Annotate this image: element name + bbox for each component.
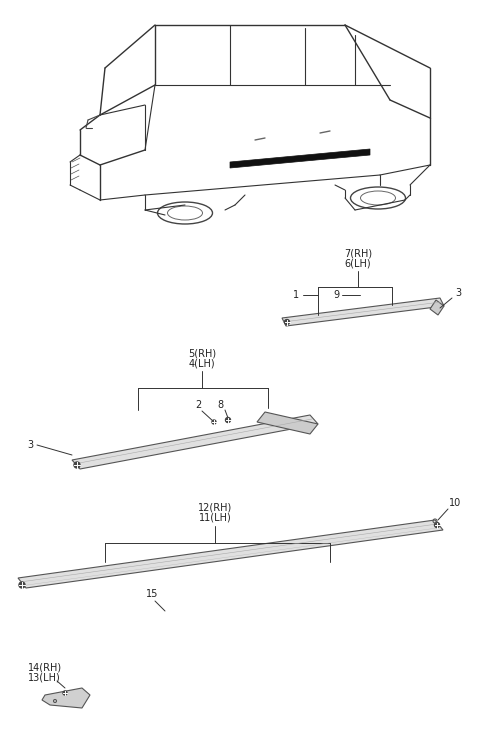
Text: 1: 1 [293, 290, 299, 300]
Text: 5(RH): 5(RH) [188, 348, 216, 358]
Circle shape [19, 582, 25, 588]
Polygon shape [257, 412, 318, 434]
Circle shape [434, 522, 440, 528]
Text: 7(RH): 7(RH) [344, 248, 372, 258]
Text: 9: 9 [333, 290, 339, 300]
Text: 3: 3 [455, 288, 461, 298]
Circle shape [285, 319, 289, 325]
Polygon shape [18, 520, 443, 588]
Circle shape [74, 462, 80, 468]
Text: 14(RH): 14(RH) [28, 663, 62, 673]
Polygon shape [430, 300, 444, 315]
Text: 15: 15 [146, 589, 158, 599]
Polygon shape [230, 149, 370, 168]
Polygon shape [72, 415, 318, 469]
Circle shape [63, 691, 67, 695]
Text: 10: 10 [449, 498, 461, 508]
Text: 4(LH): 4(LH) [189, 358, 216, 368]
Polygon shape [42, 688, 90, 708]
Text: 3: 3 [27, 440, 33, 450]
Polygon shape [282, 298, 444, 326]
Text: 2: 2 [195, 400, 201, 410]
Circle shape [226, 417, 230, 422]
Text: 6(LH): 6(LH) [345, 258, 372, 268]
Text: 12(RH): 12(RH) [198, 503, 232, 513]
Text: 11(LH): 11(LH) [199, 513, 231, 523]
Circle shape [212, 420, 216, 424]
Text: 8: 8 [217, 400, 223, 410]
Text: 13(LH): 13(LH) [28, 673, 61, 683]
